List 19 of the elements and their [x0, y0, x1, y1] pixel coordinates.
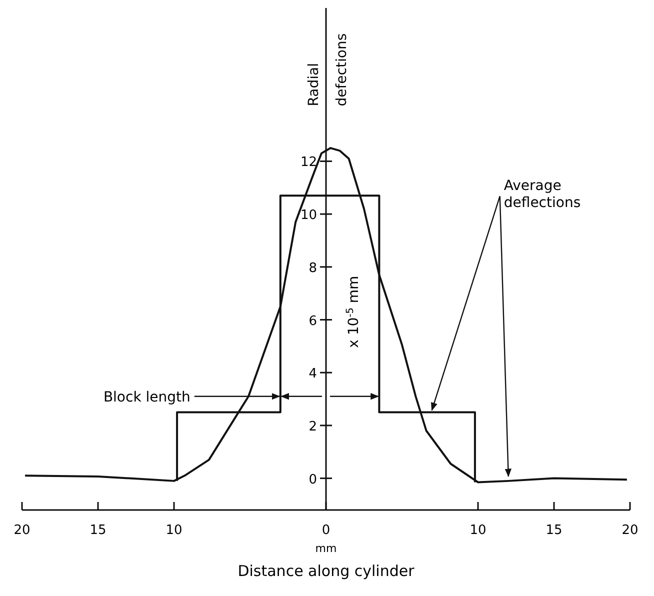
y-tick-label: 8 [308, 260, 317, 276]
x-tick-label: 15 [546, 523, 562, 538]
annotation: Block length [103, 389, 190, 406]
y-tick-label: 12 [300, 155, 317, 170]
y-tick-label: 2 [308, 419, 317, 434]
y-tick-label: 10 [300, 208, 317, 224]
annotation: Average deflections [504, 178, 581, 212]
y-tick-label: 6 [308, 314, 317, 329]
x-tick-label: 10 [166, 523, 182, 538]
x-tick-label: 10 [470, 523, 486, 538]
x-tick-label: 20 [622, 523, 638, 538]
x-tick-label: 15 [90, 523, 106, 538]
text: mm [315, 542, 337, 555]
x-axis-title: Distance along cylinder [238, 562, 416, 580]
x-tick-label: 20 [14, 523, 30, 538]
y-tick-label: 4 [308, 366, 317, 382]
y-tick-label: 0 [308, 472, 317, 488]
y-axis-title: Radial defections [306, 33, 350, 106]
x-tick-label: 0 [322, 523, 330, 538]
